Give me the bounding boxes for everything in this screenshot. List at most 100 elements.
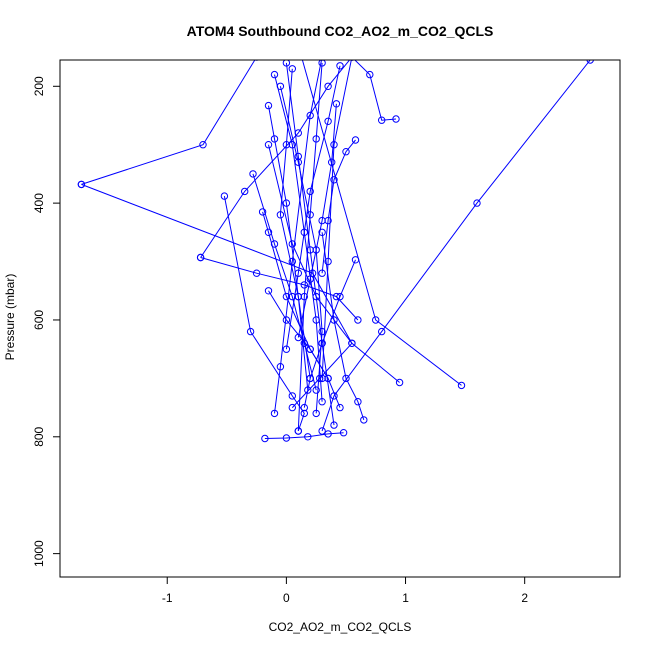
data-point (241, 187, 249, 196)
data-point (318, 60, 326, 67)
data-point (312, 135, 320, 143)
data-point (282, 60, 291, 67)
data-point (295, 42, 301, 48)
data-point (318, 398, 326, 406)
data-point (354, 398, 362, 406)
data-point (336, 62, 344, 70)
data-point (349, 60, 355, 61)
data-point (339, 429, 348, 437)
data-point (282, 199, 291, 207)
x-axis: -1 0 1 2 (162, 576, 528, 605)
data-point (336, 403, 344, 412)
data-point (288, 292, 296, 301)
data-point (288, 392, 296, 400)
series-line-3 (223, 196, 305, 432)
series-line-4 (200, 60, 351, 258)
data-point (249, 170, 257, 178)
series-line-13 (268, 105, 309, 391)
series-line-24 (297, 103, 337, 338)
data-point (270, 409, 279, 418)
series-line-11 (274, 60, 323, 414)
data-point (254, 60, 259, 61)
data-point (258, 208, 267, 216)
data-point (77, 180, 86, 189)
data-point (304, 433, 312, 441)
data-point (276, 363, 285, 371)
data-point (330, 176, 338, 184)
data-point (378, 116, 386, 124)
data-point (294, 269, 302, 277)
data-point (372, 316, 380, 324)
data-point (252, 269, 261, 277)
data-point (351, 256, 360, 264)
data-point (360, 416, 368, 424)
data-point (318, 216, 326, 225)
y-tick-label: 600 (32, 310, 46, 330)
data-point (306, 345, 314, 353)
data-point (282, 345, 291, 353)
data-point (330, 141, 338, 149)
data-point (324, 117, 332, 126)
data-point (196, 253, 205, 262)
data-point (282, 316, 291, 324)
data-point (378, 327, 386, 336)
data-point (304, 386, 312, 394)
series-line-19 (285, 65, 341, 350)
data-point (288, 403, 296, 412)
data-point (270, 70, 279, 79)
data-point (318, 427, 326, 435)
data-point (306, 187, 314, 196)
data-point (318, 327, 326, 336)
series-line-9 (321, 60, 591, 432)
plot-frame (59, 59, 621, 578)
data-point (294, 158, 302, 166)
y-tick-label: 400 (32, 193, 46, 213)
series-line-7 (321, 139, 356, 274)
data-point (300, 409, 308, 418)
data-point (324, 82, 332, 91)
data-point (312, 246, 320, 254)
data-point (392, 115, 400, 123)
data-point (246, 327, 255, 336)
y-axis-label: Pressure (mbar) (3, 274, 17, 361)
data-point (324, 430, 332, 438)
data-point (342, 148, 350, 156)
series-line-23 (268, 290, 341, 408)
data-point (366, 70, 374, 79)
data-point (312, 409, 320, 418)
chart-title: ATOM4 Southbound CO2_AO2_m_CO2_QCLS (187, 23, 494, 39)
x-tick-label: 0 (283, 591, 290, 605)
series-line-5 (200, 257, 359, 321)
data-point (282, 434, 291, 442)
data-point (294, 333, 302, 342)
data-point (264, 141, 273, 149)
series-line-20 (303, 259, 356, 408)
data-point (270, 240, 279, 248)
y-tick-label: 1000 (32, 540, 46, 567)
data-point (282, 141, 291, 149)
data-point (473, 199, 481, 207)
x-tick-label: 1 (402, 591, 409, 605)
data-point (288, 141, 296, 149)
series-layer (77, 42, 594, 443)
data-point (276, 82, 285, 91)
series-line-22 (252, 173, 317, 391)
data-point (318, 339, 326, 347)
plot-area (59, 42, 621, 578)
y-tick-label: 800 (32, 426, 46, 446)
data-point (270, 135, 279, 143)
data-point (328, 158, 336, 166)
data-point (395, 378, 404, 387)
x-tick-label: -1 (162, 591, 173, 605)
data-point (348, 339, 356, 347)
data-point (330, 421, 338, 429)
data-point (332, 100, 341, 108)
data-point (288, 257, 296, 266)
data-point (264, 101, 273, 110)
data-point (318, 269, 326, 277)
series-line-18 (297, 62, 323, 432)
y-axis: 200 400 600 800 1000 (32, 76, 61, 567)
series-line-16 (285, 62, 335, 426)
data-point (264, 287, 273, 295)
